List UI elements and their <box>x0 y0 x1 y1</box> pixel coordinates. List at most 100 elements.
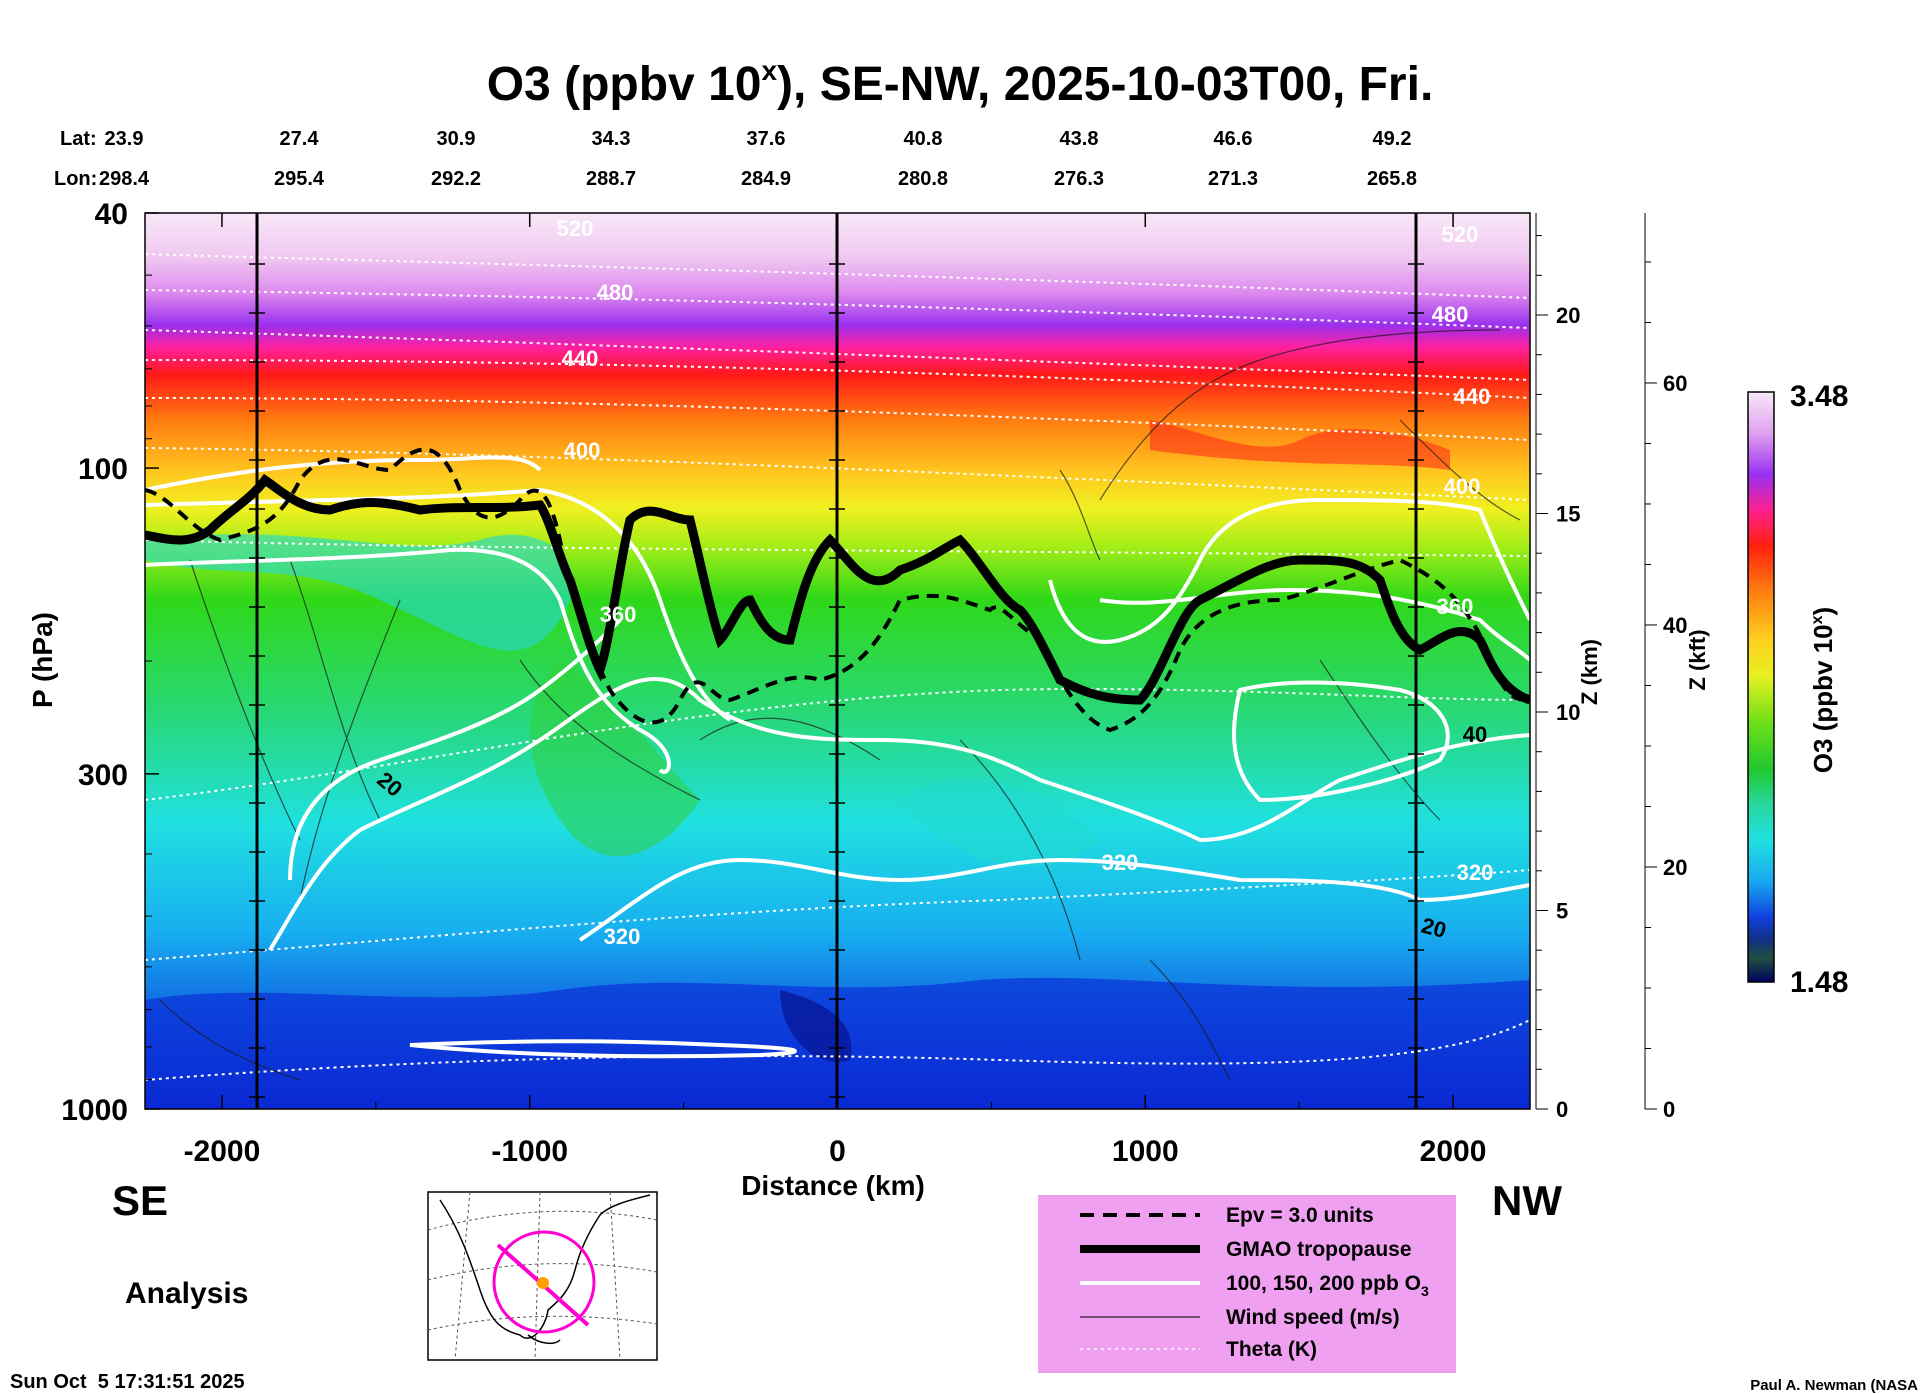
ozone-contour-150 <box>268 677 1530 952</box>
theta-label-320-left: 320 <box>604 924 641 949</box>
z-kft-tick-label: 20 <box>1663 855 1687 880</box>
z-km-tick-label: 15 <box>1556 502 1580 527</box>
theta-contour-420 <box>145 397 1530 441</box>
z-kft-tick-label: 60 <box>1663 371 1687 396</box>
lon-value: 292.2 <box>431 168 481 190</box>
z-km-tick-label: 20 <box>1556 303 1580 328</box>
legend-label: GMAO tropopause <box>1226 1238 1412 1261</box>
lon-value: 284.9 <box>741 168 791 190</box>
legend-label: 100, 150, 200 ppb O3 <box>1226 1272 1429 1299</box>
theta-contour-320 <box>145 869 1530 961</box>
lon-value: 298.4 <box>99 168 150 190</box>
legend-label-text: Theta (K) <box>1226 1338 1317 1361</box>
ozone-contour-200 <box>145 547 671 774</box>
legend-label-sub: 3 <box>1421 1283 1429 1299</box>
theta-contour-480 <box>145 253 1530 299</box>
z-km-tick-label: 0 <box>1556 1097 1568 1122</box>
ozone-ppb-contours <box>145 455 1530 1059</box>
title-sup: x <box>761 55 777 86</box>
title-main: O3 (ppbv 10 <box>487 58 762 111</box>
x-tick-label: -1000 <box>491 1135 568 1168</box>
credit: Paul A. Newman (NASA <box>1750 1377 1918 1394</box>
theta-contour-350 <box>145 687 1530 801</box>
inset-map-coastline <box>439 1194 651 1345</box>
lon-value: 265.8 <box>1367 168 1417 190</box>
z-km-axis: 0 5 10 15 20 <box>1535 213 1580 1122</box>
z-kft-tick-label: 40 <box>1663 613 1687 638</box>
x-axis: -2000 -1000 0 1000 2000 <box>184 213 1487 1168</box>
title-rest: ), SE-NW, 2025-10-03T00, Fri. <box>777 58 1433 111</box>
wind-contour-5 <box>699 717 881 761</box>
inset-map <box>427 1191 658 1361</box>
theta-label-480-right: 480 <box>1432 302 1469 327</box>
lat-value: 34.3 <box>592 128 631 150</box>
lat-value: 27.4 <box>280 128 320 150</box>
y-tick-label: 1000 <box>61 1094 128 1127</box>
x-tick-label: 2000 <box>1420 1135 1487 1168</box>
theta-contour-440 <box>145 359 1530 399</box>
theta-label-320-mid: 320 <box>1102 850 1139 875</box>
x-axis-label: Distance (km) <box>741 1170 925 1201</box>
ozone-contour-100 <box>578 857 1530 942</box>
lat-value: 46.6 <box>1214 128 1253 150</box>
theta-contour-400 <box>145 447 1530 501</box>
wind-contour-11 <box>159 999 301 1081</box>
epv-dashed-line <box>145 447 1530 733</box>
theta-contour-470 <box>145 289 1530 329</box>
y-axis-label: P (hPa) <box>27 612 58 708</box>
legend-label-text: Wind speed (m/s) <box>1226 1306 1400 1329</box>
x-tick-label: 1000 <box>1112 1135 1179 1168</box>
se-label: SE <box>112 1177 168 1224</box>
plot-area <box>145 213 1530 1109</box>
ozone-contour-upper-right <box>1099 587 1530 662</box>
ozone-blob-red <box>1150 420 1450 470</box>
lat-value: 40.8 <box>904 128 943 150</box>
colorbar-max: 3.48 <box>1790 380 1848 413</box>
ozone-blob-darkblue <box>780 990 852 1062</box>
y-tick-label: 300 <box>78 759 128 792</box>
theta-contour-300 <box>145 1019 1530 1081</box>
theta-label-440-left: 440 <box>562 346 599 371</box>
legend-label-text: GMAO tropopause <box>1226 1238 1412 1261</box>
wind-contour-1 <box>189 559 301 841</box>
theta-label-360-right: 360 <box>1437 594 1474 619</box>
ozone-contour-150c <box>1232 680 1450 803</box>
theta-label-400-left: 400 <box>564 438 601 463</box>
ozone-contour-150b <box>288 618 622 881</box>
theta-label-520-right: 520 <box>1442 222 1479 247</box>
z-km-tick-label: 5 <box>1556 899 1568 924</box>
z-kft-tick-label: 0 <box>1663 1097 1675 1122</box>
inset-map-circle <box>492 1230 596 1334</box>
lon-value: 280.8 <box>898 168 948 190</box>
analysis-label: Analysis <box>125 1277 248 1310</box>
y-tick-label: 40 <box>95 198 128 231</box>
lat-value: 37.6 <box>747 128 786 150</box>
legend-label-text: 100, 150, 200 ppb O <box>1226 1272 1421 1295</box>
colorbar-label-close: ) <box>1808 607 1838 616</box>
wind-contour-10 <box>1059 469 1101 561</box>
lon-value: 271.3 <box>1208 168 1258 190</box>
theta-label-360-left: 360 <box>600 602 637 627</box>
lon-label: Lon: <box>54 168 97 190</box>
ozone-blob-cyan-2 <box>900 779 1100 867</box>
lon-value: 295.4 <box>274 168 325 190</box>
theta-label-320-right: 320 <box>1457 860 1494 885</box>
z-km-label: Z (km) <box>1577 639 1602 705</box>
inset-map-center <box>537 1277 549 1289</box>
legend-label: Epv = 3.0 units <box>1226 1204 1374 1227</box>
wind-contour-2 <box>289 559 381 821</box>
lon-value: 276.3 <box>1054 168 1104 190</box>
theta-label-520-left: 520 <box>557 216 594 241</box>
lat-label: Lat: <box>60 128 97 150</box>
colorbar-label: O3 (ppbv 10x) <box>1808 607 1838 773</box>
z-kft-axis: 0 20 40 60 <box>1644 213 1687 1122</box>
z-km-tick-label: 10 <box>1556 700 1580 725</box>
svg-text:O3 (ppbv 10x), SE-NW, 2025-10-: O3 (ppbv 10x), SE-NW, 2025-10-03T00, Fri… <box>487 55 1434 111</box>
ozone-blob-cyan-1 <box>145 534 573 651</box>
tropopause-line <box>145 473 1530 705</box>
ozone-contour-right <box>1048 497 1530 644</box>
theta-contour-labels: 520 480 440 400 360 320 320 320 360 400 … <box>557 216 1494 949</box>
ozone-contour-250 <box>145 487 732 722</box>
colorbar <box>1747 391 1775 983</box>
ozone-blob-green-1 <box>530 660 700 857</box>
